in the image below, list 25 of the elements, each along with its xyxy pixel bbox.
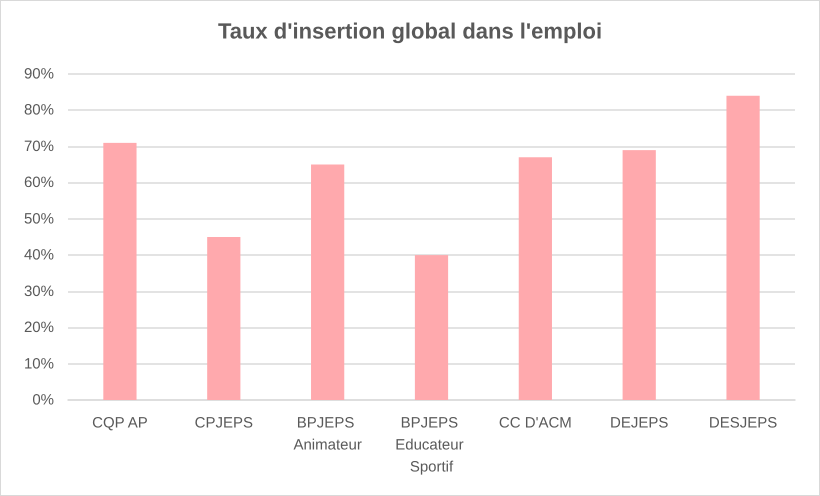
bar [622,150,656,400]
y-tick-label: 90% [24,66,54,82]
bar [414,255,448,400]
x-tick-label: CPJEPS [194,414,253,432]
x-tick-label: DESJEPS [708,414,778,432]
y-tick-label: 60% [24,174,54,192]
bar [103,142,137,400]
y-tick-label: 10% [24,355,54,372]
chart-title: Taux d'insertion global dans l'emploi [218,18,602,44]
x-tick-label: CC D'ACM [498,414,572,432]
y-tick-label: 0% [32,392,54,408]
x-tick-label: BPJEPS Animateur [293,414,362,454]
bar [518,157,552,400]
bar [726,96,760,400]
bar [311,164,344,400]
y-tick-label: 70% [24,138,54,155]
y-tick-label: 50% [24,210,54,228]
y-tick-label: 80% [24,102,54,119]
bar [207,237,240,400]
x-tick-label: CQP AP [92,414,148,432]
x-tick-label: BPJEPS Educateur Sportif [395,414,468,476]
y-tick-label: 30% [24,282,54,300]
y-tick-label: 20% [24,319,54,336]
y-tick-label: 40% [24,246,54,264]
x-tick-label: DEJEPS [610,414,668,432]
